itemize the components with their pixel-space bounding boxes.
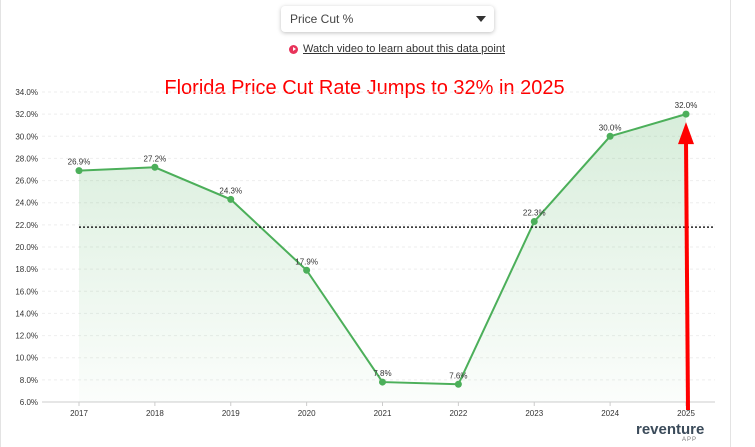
y-tick-label: 8.0% [20, 376, 38, 385]
arrow-shaft [684, 140, 690, 411]
data-point [454, 380, 462, 388]
data-point [227, 195, 235, 203]
chart-title: Florida Price Cut Rate Jumps to 32% in 2… [164, 77, 565, 99]
data-label: 7.6% [449, 371, 467, 380]
arrow-head-icon [678, 122, 694, 145]
y-tick-label: 20.0% [15, 243, 38, 252]
y-tick-label: 18.0% [15, 265, 38, 274]
data-label: 22.3% [523, 209, 546, 218]
x-tick-label: 2023 [525, 409, 543, 418]
data-point [303, 266, 311, 274]
x-tick-label: 2021 [374, 409, 392, 418]
data-label: 26.9% [68, 158, 91, 167]
y-tick-label: 24.0% [15, 199, 38, 208]
metric-dropdown[interactable]: Price Cut % [281, 6, 494, 32]
y-tick-label: 32.0% [15, 110, 38, 119]
y-tick-label: 16.0% [15, 287, 38, 296]
x-tick-label: 2019 [222, 409, 240, 418]
data-label: 7.8% [373, 369, 391, 378]
y-tick-label: 6.0% [20, 398, 38, 407]
y-tick-label: 12.0% [15, 332, 38, 341]
data-point [151, 163, 159, 171]
y-tick-label: 22.0% [15, 221, 38, 230]
video-link-label[interactable]: Watch video to learn about this data poi… [303, 43, 505, 55]
y-tick-label: 14.0% [15, 309, 38, 318]
area-fill [79, 114, 686, 403]
x-tick-label: 2022 [449, 409, 467, 418]
video-link[interactable]: Watch video to learn about this data poi… [289, 43, 505, 55]
data-point [682, 110, 690, 118]
y-tick-label: 30.0% [15, 132, 38, 141]
data-label: 32.0% [675, 101, 698, 110]
x-tick-label: 2018 [146, 409, 164, 418]
data-point [75, 167, 83, 175]
reventure-logo: reventure APP [636, 421, 705, 443]
x-tick-label: 2024 [601, 409, 619, 418]
data-point [606, 132, 614, 140]
data-point [379, 378, 386, 386]
caret-down-icon [476, 16, 486, 22]
play-icon [289, 44, 298, 54]
data-label: 24.3% [219, 186, 242, 195]
x-tick-label: 2017 [70, 409, 88, 418]
chart-frame [0, 0, 731, 447]
x-tick-label: 2020 [298, 409, 316, 418]
data-point [530, 218, 538, 226]
y-tick-label: 34.0% [15, 88, 38, 97]
x-tick-label: 2025 [677, 409, 695, 418]
y-tick-label: 26.0% [15, 177, 38, 186]
data-label: 17.9% [295, 257, 318, 266]
data-label: 30.0% [599, 123, 622, 132]
y-tick-label: 28.0% [15, 154, 38, 163]
data-label: 27.2% [144, 154, 167, 163]
dropdown-value: Price Cut % [290, 12, 354, 26]
y-tick-label: 10.0% [15, 354, 38, 363]
